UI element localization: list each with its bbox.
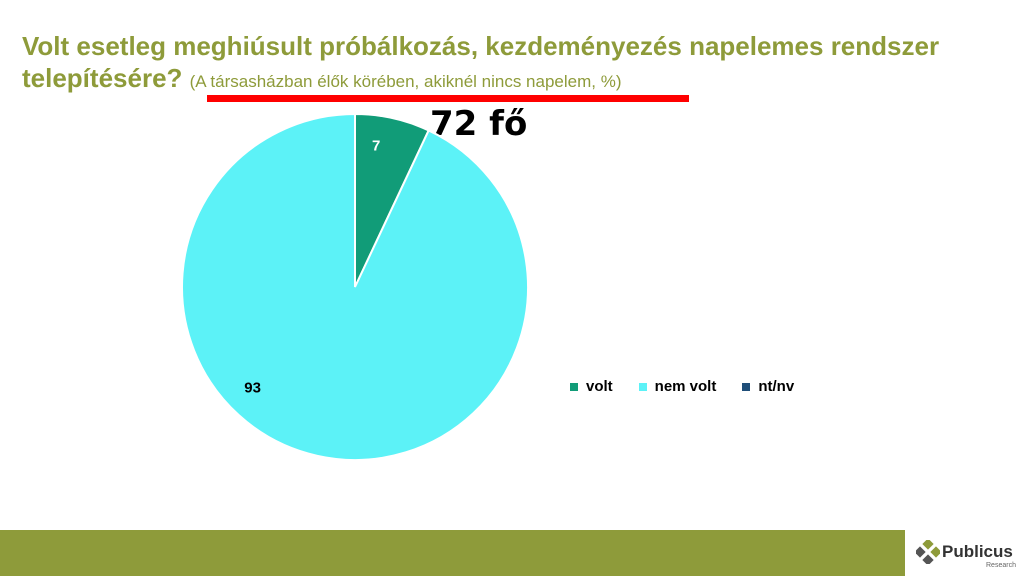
legend-label-nem-volt: nem volt [654,378,717,395]
logo-text: Publicus [942,542,1013,561]
legend-swatch-volt [570,382,578,391]
data-label-volt: 7 [372,137,380,154]
title-subtitle: (A társasházban élők körében, akiknél ni… [189,72,622,91]
legend-item-nem-volt: nem volt [638,378,717,395]
title-main: Volt esetleg meghiúsult próbálkozás, kez… [22,31,940,93]
chart-title: Volt esetleg meghiúsult próbálkozás, kez… [22,30,1002,98]
legend-swatch-nem-volt [638,382,647,391]
legend-item-nt-nv: nt/nv [742,378,794,395]
logo-subtext: Research [986,562,1016,569]
legend-label-volt: volt [586,378,613,395]
logo-icon [916,540,940,564]
legend-swatch-nt-nv [742,382,751,391]
pie-slice-nem-volt [181,112,529,461]
publicus-logo: Publicus Research [916,536,1024,576]
footer-bar [0,530,905,576]
data-label-nem-volt: 93 [244,380,261,397]
legend-item-volt: volt [570,378,613,395]
legend: volt nem volt nt/nv [570,378,794,395]
legend-label-nt-nv: nt/nv [758,378,795,395]
highlight-underline [207,95,689,102]
sample-size-annotation: 72 fő [430,104,528,144]
